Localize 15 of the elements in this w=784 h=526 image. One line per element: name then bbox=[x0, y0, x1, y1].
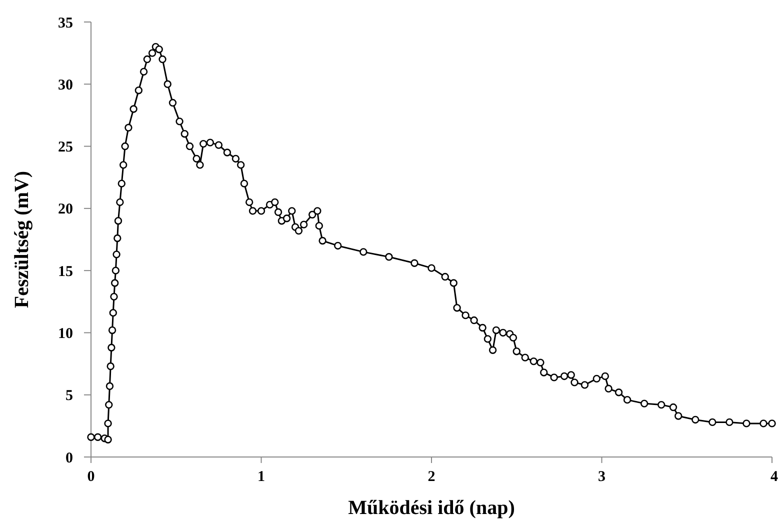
y-tick-label: 0 bbox=[66, 450, 73, 466]
x-axis-title: Működési idő (nap) bbox=[348, 497, 515, 519]
x-tick-label: 1 bbox=[258, 469, 265, 485]
y-tick-label: 15 bbox=[58, 264, 73, 280]
y-tick-label: 35 bbox=[58, 15, 73, 32]
x-tick-label: 4 bbox=[770, 469, 778, 485]
y-tick-label: 25 bbox=[58, 140, 73, 156]
y-tick-label: 30 bbox=[58, 77, 73, 94]
y-tick-label: 20 bbox=[58, 202, 73, 218]
x-tick-label: 2 bbox=[428, 469, 436, 485]
x-tick-label: 0 bbox=[87, 469, 95, 485]
y-tick-label: 5 bbox=[66, 388, 73, 404]
y-tick-label: 10 bbox=[58, 326, 73, 342]
x-tick-label: 3 bbox=[598, 469, 606, 485]
y-axis-title: Feszültség (mV) bbox=[11, 170, 33, 308]
